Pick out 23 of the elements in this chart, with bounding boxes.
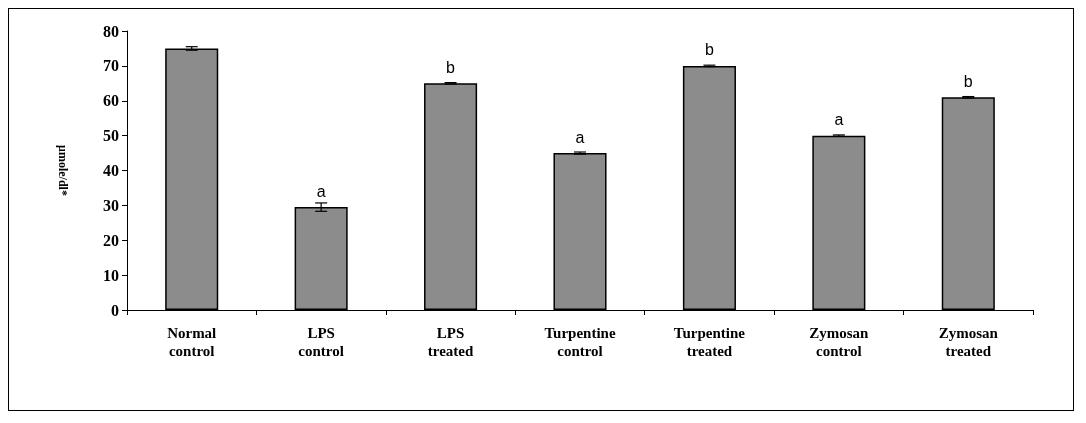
data-label: a [575,128,585,146]
data-label: b [704,41,714,59]
x-tick-label: Turpentine control [544,325,616,359]
x-tick-label: Normal control [167,325,217,359]
x-tick-label: Turpentine treated [673,325,746,359]
data-label: b [963,72,973,90]
y-tick-label: 40 [103,162,119,179]
y-tick-label: 50 [103,127,119,145]
data-label: b [446,58,456,76]
y-tick-label: 80 [103,22,119,40]
y-axis-title: μmole/dl* [56,145,70,196]
x-tick-label: LPS control [298,325,344,359]
x-tick-label: Zymosan control [809,325,870,359]
y-tick-label: 30 [103,196,119,214]
y-tick-label: 0 [111,301,119,319]
data-label: a [834,111,844,129]
y-tick-label: 60 [103,92,119,110]
data-label: a [316,182,326,200]
y-tick-label: 20 [103,231,119,249]
x-tick-label: Zymosan treated [938,325,999,359]
y-tick-label: 70 [103,57,119,75]
x-tick-label: LPS treated [427,325,474,359]
y-tick-label: 10 [103,266,119,284]
